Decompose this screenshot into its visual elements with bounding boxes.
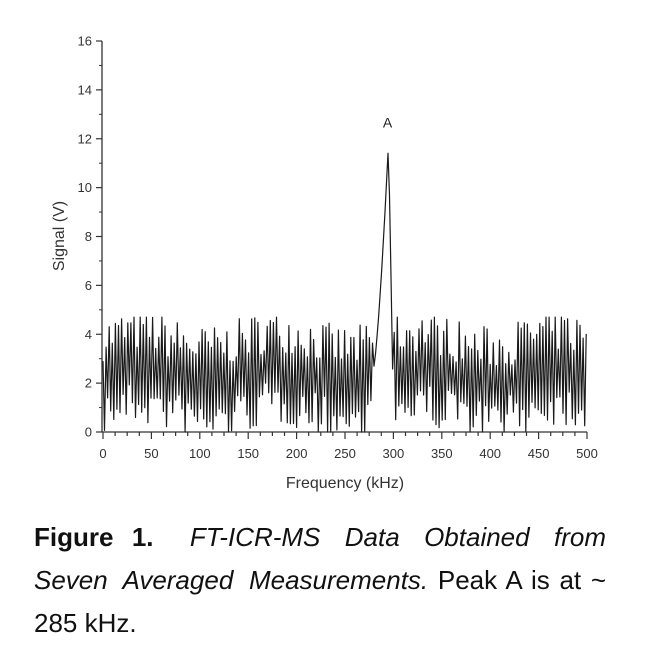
x-tick-label: 400 [479, 446, 501, 461]
figure-title: FT-ICR-MS Data Obtained from Seven Avera… [34, 522, 606, 595]
spectrum-chart: 0 2 4 6 8 10 12 14 16 0 50 100 150 200 250 300 350 400 45… [51, 34, 598, 493]
x-axis-title: Frequency (kHz) [286, 475, 404, 492]
x-axis: 0 50 100 150 200 250 300 350 400 450 500 [99, 431, 598, 461]
figure-body-text: Peak A is at ~ 285 kHz. [34, 565, 606, 638]
y-tick-label: 8 [85, 229, 92, 244]
y-axis: 0 2 4 6 8 10 12 14 16 [78, 34, 103, 440]
y-tick-label: 12 [78, 131, 92, 146]
y-tick-label: 4 [85, 327, 92, 342]
x-tick-label: 450 [528, 446, 550, 461]
x-tick-label: 0 [99, 446, 106, 461]
x-tick-label: 350 [431, 446, 453, 461]
y-tick-label: 6 [85, 278, 92, 293]
signal-line [102, 152, 587, 433]
y-tick-label: 16 [78, 34, 92, 49]
x-tick-label: 500 [576, 446, 598, 461]
x-tick-label: 100 [189, 446, 211, 461]
y-tick-label: 0 [85, 425, 92, 440]
figure-caption: Figure 1. FT-ICR-MS Data Obtained from S… [34, 516, 606, 645]
y-tick-label: 14 [78, 82, 92, 97]
x-tick-label: 150 [237, 446, 259, 461]
x-tick-label: 50 [144, 446, 158, 461]
x-tick-label: 250 [334, 446, 356, 461]
x-tick-label: 300 [383, 446, 405, 461]
y-axis-title: Signal (V) [51, 201, 68, 271]
y-tick-label: 10 [78, 180, 92, 195]
figure-number: Figure 1. [34, 522, 154, 552]
x-tick-label: 200 [286, 446, 308, 461]
y-tick-label: 2 [85, 376, 92, 391]
peak-a-label: A [383, 115, 393, 131]
